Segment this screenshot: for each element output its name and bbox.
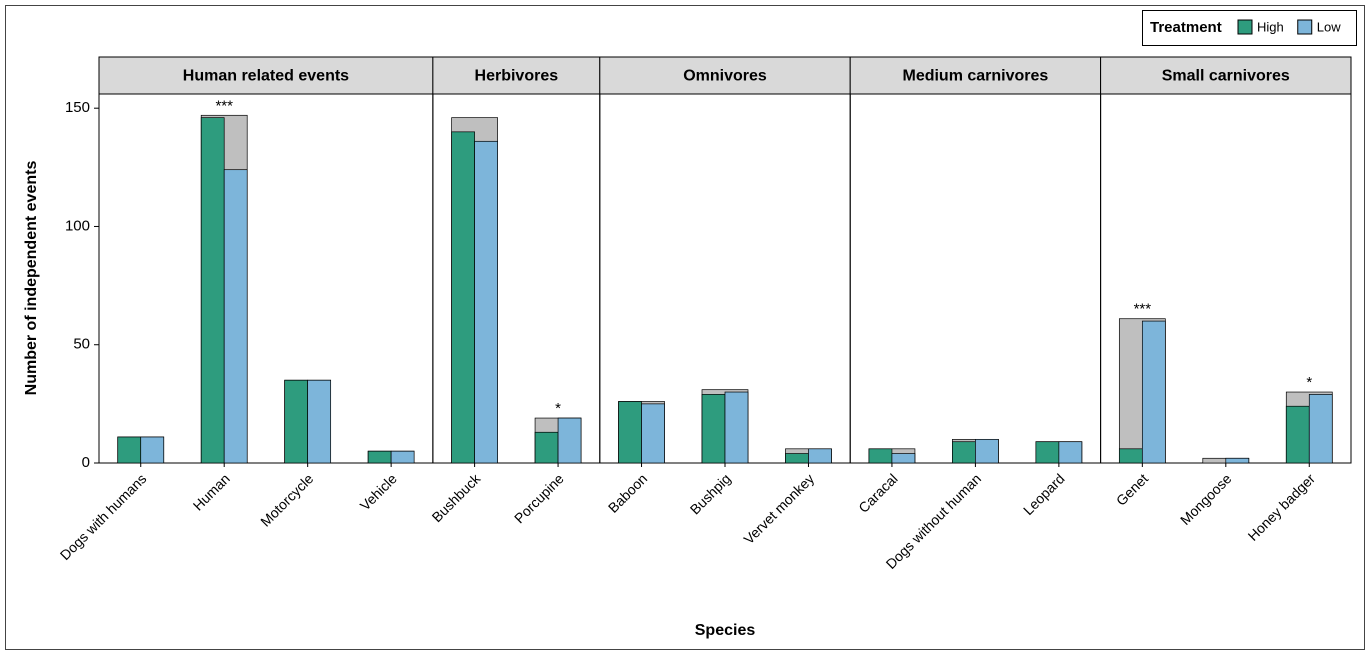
x-tick-label: Genet (1113, 470, 1151, 508)
annotation: * (1306, 374, 1312, 391)
bar (1308, 394, 1333, 464)
x-tick-label: Vervet monkey (740, 470, 817, 547)
bar (701, 394, 726, 464)
x-axis-label: Species (695, 622, 756, 639)
legend-label: Low (1317, 19, 1341, 34)
bar (1285, 405, 1310, 464)
bar (641, 403, 665, 464)
bar (785, 453, 809, 464)
y-tick-label: 150 (65, 99, 90, 116)
legend-box (1142, 10, 1357, 46)
strip (599, 56, 851, 95)
y-axis-label: Number of independent events (23, 161, 40, 396)
legend-swatch (1237, 19, 1253, 35)
strip-title: Herbivores (475, 68, 559, 85)
bar (140, 436, 165, 464)
bar (868, 448, 893, 464)
bar (618, 401, 642, 464)
bar (390, 450, 415, 464)
panel-frame (849, 93, 1102, 464)
bar (1058, 441, 1083, 464)
x-tick-label: Human (190, 470, 233, 513)
frame (5, 5, 1365, 650)
y-tick-label: 100 (65, 217, 90, 234)
x-tick-label: Dogs with humans (57, 470, 150, 563)
bar (367, 450, 392, 464)
bar (474, 140, 498, 464)
x-tick-label: Honey badger (1245, 470, 1319, 544)
x-tick-label: Caracal (855, 470, 900, 515)
strip (849, 56, 1102, 95)
strip (1100, 56, 1352, 95)
x-tick-label: Porcupine (511, 470, 567, 526)
strip-title: Omnivores (683, 68, 767, 85)
strip-title: Medium carnivores (902, 68, 1048, 85)
bar (284, 379, 309, 464)
strip (432, 56, 601, 95)
bar (952, 441, 976, 464)
x-tick-label: Bushpig (687, 470, 734, 517)
x-tick-label: Bushbuck (429, 470, 484, 525)
bar (557, 417, 582, 464)
legend-swatch (1297, 19, 1313, 35)
y-tick-label: 50 (73, 336, 90, 353)
bar (223, 169, 248, 464)
bar (1225, 457, 1250, 464)
x-tick-label: Motorcycle (257, 470, 316, 529)
bar (975, 438, 999, 464)
bar (534, 431, 559, 464)
x-tick-label: Dogs without human (883, 470, 985, 572)
bar (307, 379, 332, 464)
annotation: *** (215, 97, 233, 114)
x-tick-label: Baboon (605, 470, 650, 515)
bar (200, 117, 225, 464)
x-tick-label: Leopard (1020, 470, 1068, 518)
bar (451, 131, 475, 464)
x-tick-label: Mongoose (1177, 470, 1235, 528)
bar (1118, 448, 1143, 464)
strip-title: Human related events (183, 68, 349, 85)
y-tick-label: 0 (82, 454, 90, 471)
bar (891, 453, 916, 464)
bar (1035, 441, 1060, 464)
annotation: * (555, 400, 561, 417)
x-tick-label: Vehicle (357, 470, 400, 513)
panel-frame (98, 93, 434, 464)
bar (724, 391, 749, 464)
annotation: *** (1134, 301, 1152, 318)
strip-title: Small carnivores (1162, 68, 1290, 85)
legend-label: High (1257, 19, 1284, 34)
legend-title: Treatment (1150, 19, 1222, 36)
bar (117, 436, 142, 464)
bar (808, 448, 832, 464)
bar (1141, 320, 1166, 464)
